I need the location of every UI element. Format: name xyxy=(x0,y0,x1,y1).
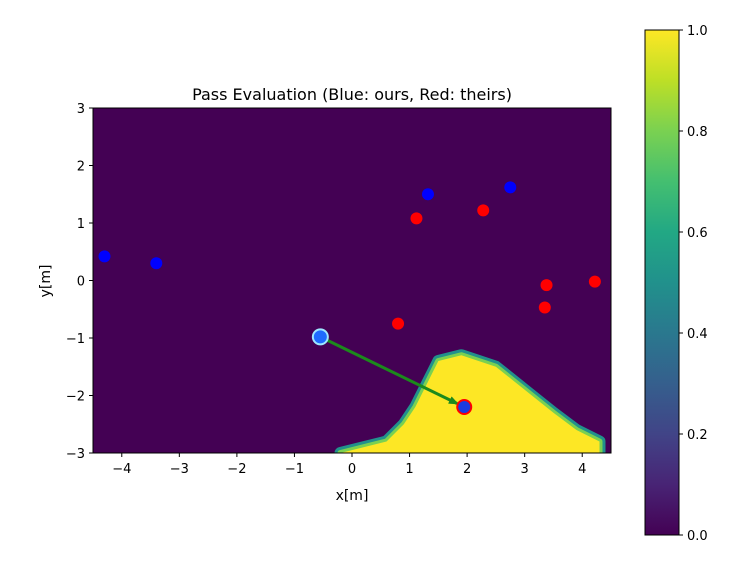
their-player-point xyxy=(392,317,405,330)
colorbar: 0.0 0.2 0.4 0.6 0.8 1.0 xyxy=(644,24,708,544)
y-tick-label: 3 xyxy=(77,102,85,117)
x-axis: −4 −3 −2 −1 0 1 2 3 4 xyxy=(112,453,586,477)
pass-arrow-layer xyxy=(319,335,459,405)
our-player-point xyxy=(504,181,517,194)
y-tick-label: 1 xyxy=(77,217,85,232)
x-tick-label: 0 xyxy=(348,462,356,477)
our-player-point xyxy=(150,257,163,270)
y-tick-label: 0 xyxy=(77,275,85,290)
x-tick-label: −1 xyxy=(285,462,304,477)
x-tick-label: −4 xyxy=(112,462,131,477)
x-tick-label: 3 xyxy=(521,462,529,477)
colorbar-tick-label: 0.8 xyxy=(687,125,708,140)
colorbar-gradient xyxy=(644,29,680,536)
x-tick-label: −3 xyxy=(170,462,189,477)
x-tick-label: 2 xyxy=(463,462,471,477)
receiver-point xyxy=(456,399,473,415)
player-points xyxy=(98,181,601,415)
pass-arrow xyxy=(319,335,459,405)
x-tick-label: 4 xyxy=(578,462,586,477)
y-axis-label: y[m] xyxy=(38,265,54,298)
plot-area xyxy=(92,107,612,454)
colorbar-tick-label: 1.0 xyxy=(687,24,708,39)
their-player-point xyxy=(588,275,601,288)
their-player-point xyxy=(410,212,423,225)
their-player-point xyxy=(477,204,490,217)
y-tick-label: −3 xyxy=(66,447,85,462)
x-axis-label: x[m] xyxy=(336,488,369,504)
y-tick-label: −2 xyxy=(66,390,85,405)
colorbar-tick-label: 0.0 xyxy=(687,529,708,544)
x-tick-label: −2 xyxy=(227,462,246,477)
y-tick-label: 2 xyxy=(77,160,85,175)
our-player-point xyxy=(421,188,434,201)
their-player-point xyxy=(540,279,553,292)
our-player-point xyxy=(98,250,111,263)
y-axis: −3 −2 −1 0 1 2 3 xyxy=(66,102,93,462)
colorbar-tick-label: 0.4 xyxy=(687,327,708,342)
colorbar-tick-label: 0.6 xyxy=(687,226,708,241)
colorbar-ticks: 0.0 0.2 0.4 0.6 0.8 1.0 xyxy=(679,24,708,544)
colorbar-tick-label: 0.2 xyxy=(687,428,708,443)
passer-point xyxy=(311,328,329,346)
chart-title: Pass Evaluation (Blue: ours, Red: theirs… xyxy=(192,85,512,104)
x-tick-label: 1 xyxy=(405,462,413,477)
y-tick-label: −1 xyxy=(66,332,85,347)
their-player-point xyxy=(538,301,551,314)
